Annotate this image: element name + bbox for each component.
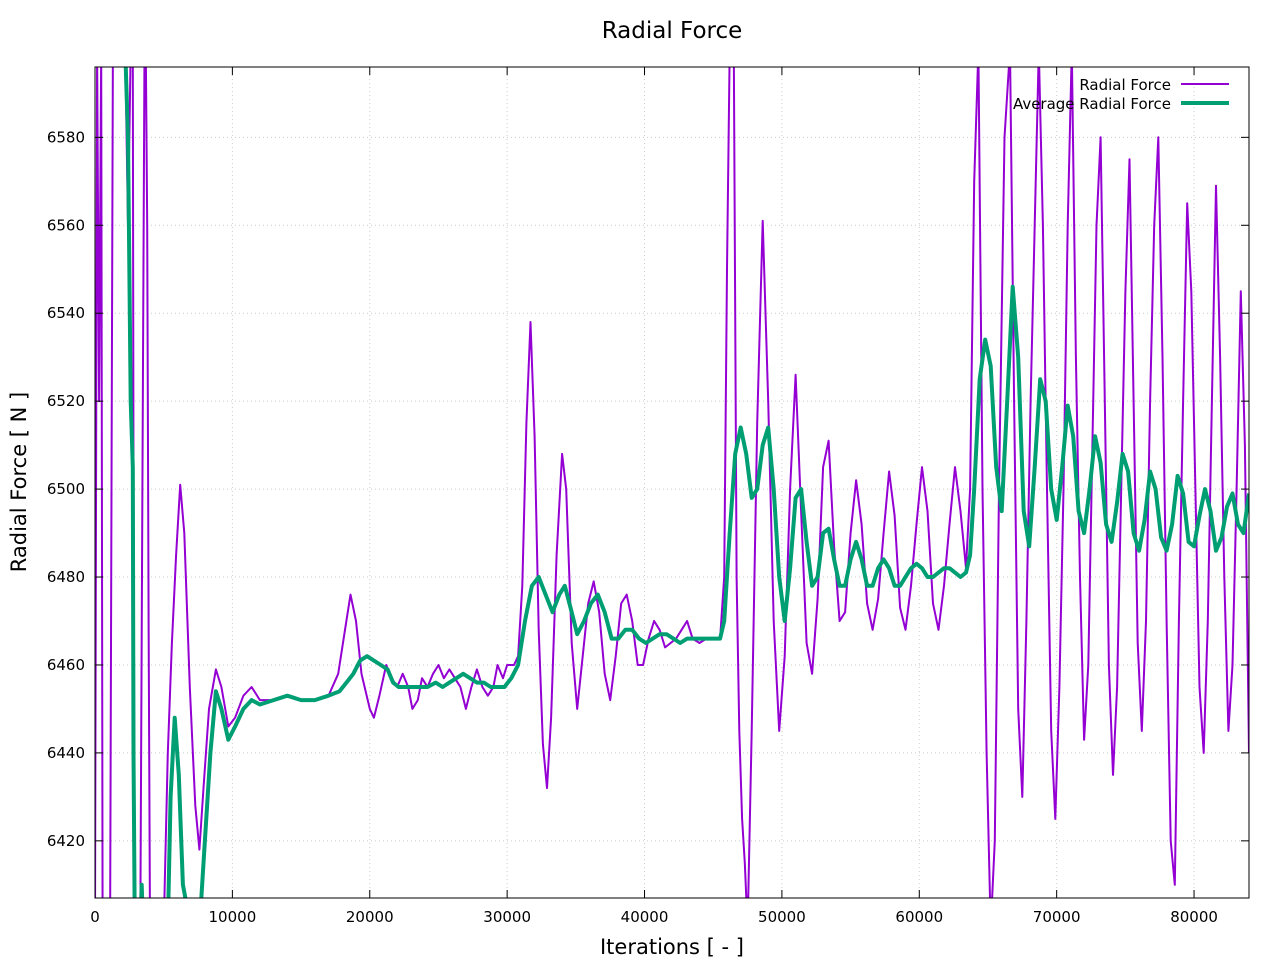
x-axis-label: Iterations [ - ] — [600, 935, 744, 959]
x-tick-label: 40000 — [621, 908, 669, 926]
plot-frame — [94, 66, 1250, 899]
y-tick-label: 6580 — [47, 128, 85, 146]
x-tick-label: 10000 — [209, 908, 257, 926]
x-tick-label: 30000 — [483, 908, 531, 926]
y-tick-label: 6420 — [47, 832, 85, 850]
chart-title: Radial Force — [602, 18, 743, 44]
y-tick-label: 6480 — [47, 568, 85, 586]
ticks: 0 10000 20000 30000 40000 50000 60000 70000 8000… — [47, 67, 1249, 926]
y-tick-label: 6520 — [47, 392, 85, 410]
y-tick-label: 6540 — [47, 304, 85, 322]
x-tick-label: 60000 — [895, 908, 943, 926]
legend-label-radial-force: Radial Force — [1079, 76, 1171, 94]
y-tick-label: 6440 — [47, 744, 85, 762]
y-axis-label: Radial Force [ N ] — [7, 392, 31, 572]
legend: Radial Force Average Radial Force — [1013, 76, 1229, 113]
series-group — [95, 67, 1249, 898]
series-line-average-radial-force — [123, 67, 1249, 898]
legend-label-average-radial-force: Average Radial Force — [1013, 95, 1171, 113]
x-tick-label: 20000 — [346, 908, 394, 926]
x-tick-label: 50000 — [758, 908, 806, 926]
y-tick-label: 6460 — [47, 656, 85, 674]
x-tick-label: 70000 — [1033, 908, 1081, 926]
y-tick-label: 6500 — [47, 480, 85, 498]
y-tick-label: 6560 — [47, 216, 85, 234]
x-tick-label: 0 — [90, 908, 100, 926]
x-tick-label: 80000 — [1170, 908, 1218, 926]
